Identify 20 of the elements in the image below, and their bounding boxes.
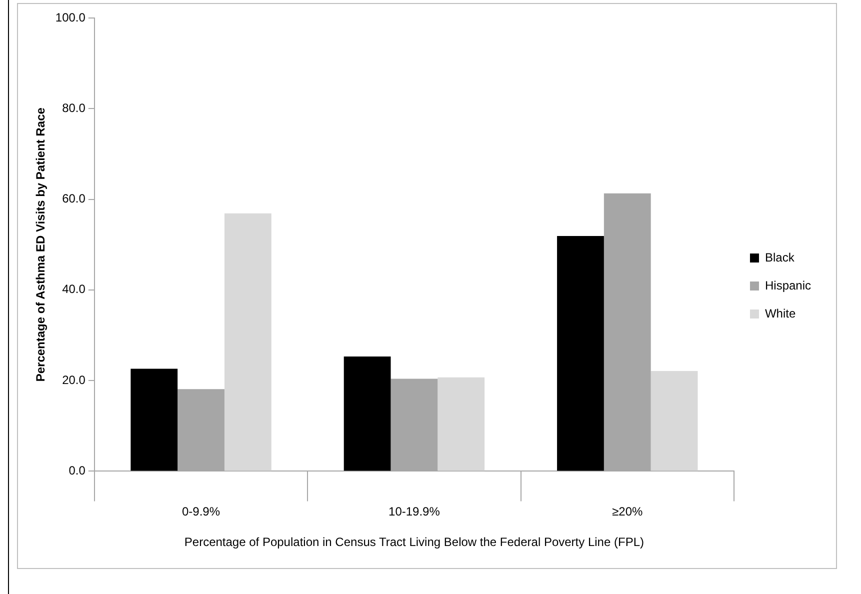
y-tick-label: 0.0 [68, 464, 86, 478]
bar [344, 356, 391, 471]
y-tick-label: 100.0 [55, 10, 86, 24]
legend-label: Black [764, 250, 796, 264]
x-tick-label: ≥20% [612, 504, 644, 519]
y-tick-label: 80.0 [62, 100, 86, 115]
y-axis-title: Percentage of Asthma ED Visits by Patient Race [34, 107, 48, 382]
x-axis-title: Percentage of Population in Census Tract Living Below the Federal Poverty Line (FPL) [184, 535, 644, 550]
legend-label: White [764, 306, 796, 320]
y-tick-label: 60.0 [62, 192, 86, 206]
x-tick-label: 0-9.9% [182, 504, 220, 519]
y-tick-label: 20.0 [62, 372, 86, 387]
bar [438, 377, 485, 471]
bar [224, 213, 272, 471]
y-tick-label: 40.0 [62, 282, 86, 296]
bar [650, 371, 698, 471]
x-tick-label: 10-19.9% [388, 504, 440, 519]
bar [557, 236, 604, 471]
legend-label: Hispanic [764, 278, 812, 292]
bar [130, 368, 178, 471]
